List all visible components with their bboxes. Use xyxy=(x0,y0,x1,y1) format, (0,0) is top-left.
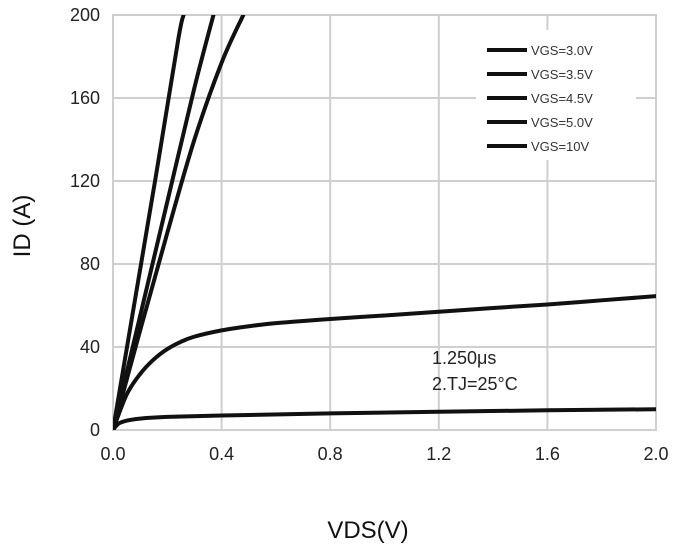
legend-label: VGS=10V xyxy=(531,139,590,154)
series-line-0 xyxy=(113,407,656,430)
series-line-2 xyxy=(113,15,246,430)
y-tick-label: 80 xyxy=(80,254,100,274)
series-line-1 xyxy=(113,294,656,430)
series-lines xyxy=(113,15,656,430)
legend-label: VGS=3.5V xyxy=(531,67,593,82)
series-line-4 xyxy=(113,15,186,430)
x-tick-label: 0.0 xyxy=(100,444,125,464)
y-tick-label: 160 xyxy=(70,88,100,108)
series-line-3 xyxy=(113,15,216,430)
legend: VGS=3.0V VGS=3.5V VGS=4.5V VGS=5.0V VGS=10V xyxy=(476,30,636,160)
y-tick-label: 0 xyxy=(90,420,100,440)
x-tick-label: 1.6 xyxy=(535,444,560,464)
y-tick-label: 120 xyxy=(70,171,100,191)
x-tick-label: 0.8 xyxy=(318,444,343,464)
legend-label: VGS=3.0V xyxy=(531,43,593,58)
x-tick-label: 2.0 xyxy=(643,444,668,464)
x-tick-label: 0.4 xyxy=(209,444,234,464)
y-axis-label: ID (A) xyxy=(9,195,36,258)
legend-label: VGS=4.5V xyxy=(531,91,593,106)
y-tick-label: 40 xyxy=(80,337,100,357)
tick-labels: 0.0 0.4 0.8 1.2 1.6 2.0 0 40 80 120 160 200 xyxy=(70,5,669,464)
y-tick-label: 200 xyxy=(70,5,100,25)
x-axis-label: VDS(V) xyxy=(327,517,408,544)
annotation-line-2: 2.TJ=25°C xyxy=(432,374,518,394)
annotation-line-1: 1.250μs xyxy=(432,348,496,368)
legend-label: VGS=5.0V xyxy=(531,115,593,130)
x-tick-label: 1.2 xyxy=(426,444,451,464)
